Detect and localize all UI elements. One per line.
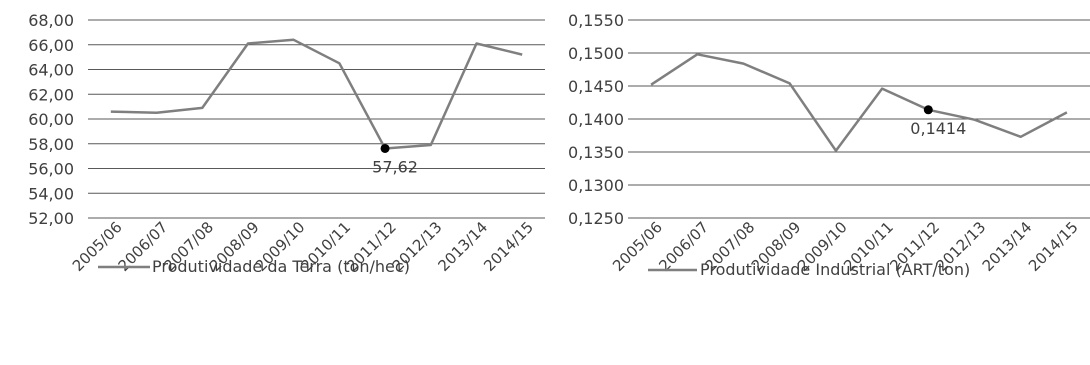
x-tick-label: 2013/14 xyxy=(979,218,1036,275)
y-tick-label: 0,1250 xyxy=(568,209,624,228)
y-tick-label: 64,00 xyxy=(28,61,74,80)
y-tick-label: 0,1500 xyxy=(568,44,624,63)
y-tick-label: 0,1550 xyxy=(568,11,624,30)
x-tick-label: 2014/15 xyxy=(480,218,537,275)
y-tick-label: 0,1400 xyxy=(568,110,624,129)
data-label: 0,1414 xyxy=(910,119,966,138)
y-tick-label: 60,00 xyxy=(28,110,74,129)
y-tick-label: 56,00 xyxy=(28,160,74,179)
y-tick-label: 0,1300 xyxy=(568,176,624,195)
y-tick-label: 68,00 xyxy=(28,11,74,30)
y-tick-label: 0,1350 xyxy=(568,143,624,162)
y-tick-label: 62,00 xyxy=(28,85,74,104)
legend-label: Produtividade Industrial (ART/ton) xyxy=(700,260,970,279)
y-tick-label: 0,1450 xyxy=(568,77,624,96)
land-productivity-chart: 52,00 54,00 56,00 58,00 60,00 62,00 64,00 66,00… xyxy=(28,11,545,276)
highlight-point xyxy=(380,143,390,153)
industrial-productivity-chart: 0,1250 0,1300 0,1350 0,1400 0,1450 0,1500 0,15… xyxy=(568,11,1090,279)
highlight-point xyxy=(923,105,933,115)
data-label: 57,62 xyxy=(372,157,418,176)
y-tick-label: 66,00 xyxy=(28,36,74,55)
y-tick-label: 58,00 xyxy=(28,135,74,154)
legend-label: Produtividade da Terra (ton/hec) xyxy=(152,257,410,276)
x-tick-label: 2014/15 xyxy=(1025,218,1082,275)
y-tick-label: 52,00 xyxy=(28,209,74,228)
x-tick-label: 2013/14 xyxy=(434,218,491,275)
series-line xyxy=(650,53,1068,152)
y-tick-label: 54,00 xyxy=(28,184,74,203)
series-line xyxy=(110,38,523,150)
